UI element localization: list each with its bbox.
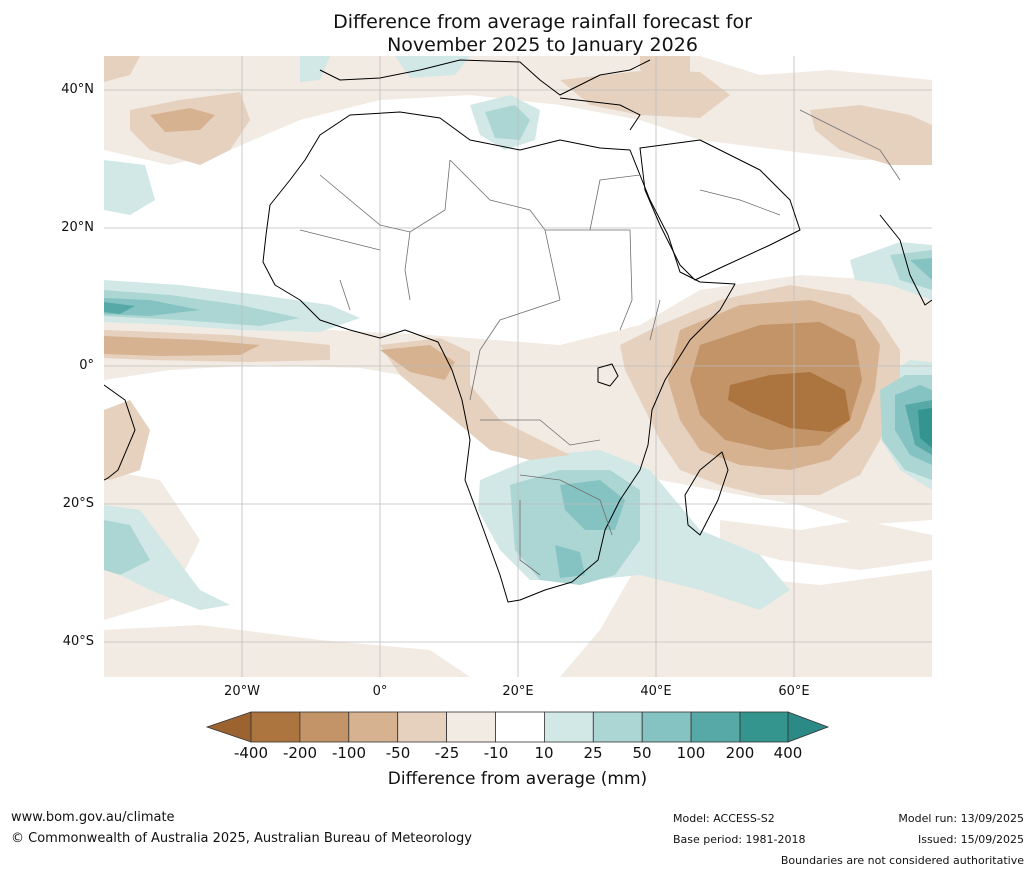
colorbar-tick-label: -400 (233, 744, 269, 762)
footer-disclaimer: Boundaries are not considered authoritat… (780, 854, 1024, 867)
colorbar-tick-label: 400 (773, 744, 803, 762)
anomaly-layer-wet-extreme (918, 408, 932, 448)
colorbar-bin (495, 711, 545, 743)
colorbar-extend-high (787, 711, 830, 743)
footer-copyright: © Commonwealth of Australia 2025, Austra… (11, 831, 472, 846)
colorbar-tick-label: -200 (282, 744, 318, 762)
colorbar-tick-label: 200 (725, 744, 755, 762)
lat-label: 40°N (61, 82, 94, 97)
coastlines (104, 59, 932, 603)
map-title-line-1: Difference from average rainfall forecas… (333, 11, 752, 33)
footer-base-period: Base period: 1981-2018 (673, 833, 806, 846)
colorbar-tick-label: -10 (483, 744, 509, 762)
lat-label: 20°S (62, 496, 94, 511)
graticule (104, 56, 932, 677)
footer-issued: Issued: 15/09/2025 (917, 833, 1024, 846)
country-boundaries (299, 109, 901, 576)
colorbar-tick-label: -50 (385, 744, 411, 762)
colorbar-tick-label: 10 (534, 744, 554, 762)
colorbar-tick-label: -25 (434, 744, 460, 762)
colorbar-bin (299, 711, 350, 743)
colorbar-title: Difference from average (mm) (387, 769, 648, 789)
anomaly-layer-dry-extreme (728, 372, 850, 432)
lon-label: 40°E (640, 684, 672, 699)
map-panel (104, 56, 932, 677)
colorbar-bin (592, 711, 643, 743)
colorbar-tick-label: 25 (583, 744, 603, 762)
colorbar-bin (250, 711, 301, 743)
lon-label: 20°W (224, 684, 260, 699)
lat-label: 40°S (62, 634, 94, 649)
lat-label: 20°N (61, 220, 94, 235)
colorbar-tick-label: -100 (331, 744, 367, 762)
colorbar-bin (397, 711, 448, 743)
lat-label: 0° (79, 358, 94, 373)
colorbar-bin (690, 711, 741, 743)
lon-label: 60°E (778, 684, 810, 699)
lon-label: 0° (372, 684, 388, 699)
footer-model: Model: ACCESS-S2 (673, 812, 775, 825)
colorbar-tick-label: 50 (632, 744, 652, 762)
map-title-line-2: November 2025 to January 2026 (387, 34, 698, 56)
colorbar-bin (348, 711, 399, 743)
colorbar-bin (641, 711, 692, 743)
footer-model-run: Model run: 13/09/2025 (898, 812, 1024, 825)
colorbar-extend-low (205, 711, 252, 743)
colorbar-bin (739, 711, 789, 743)
colorbar-bin (446, 711, 496, 743)
colorbar (205, 711, 830, 743)
footer-website: www.bom.gov.au/climate (11, 810, 175, 825)
lon-label: 20°E (502, 684, 534, 699)
colorbar-tick-label: 100 (676, 744, 706, 762)
colorbar-bin (544, 711, 594, 743)
